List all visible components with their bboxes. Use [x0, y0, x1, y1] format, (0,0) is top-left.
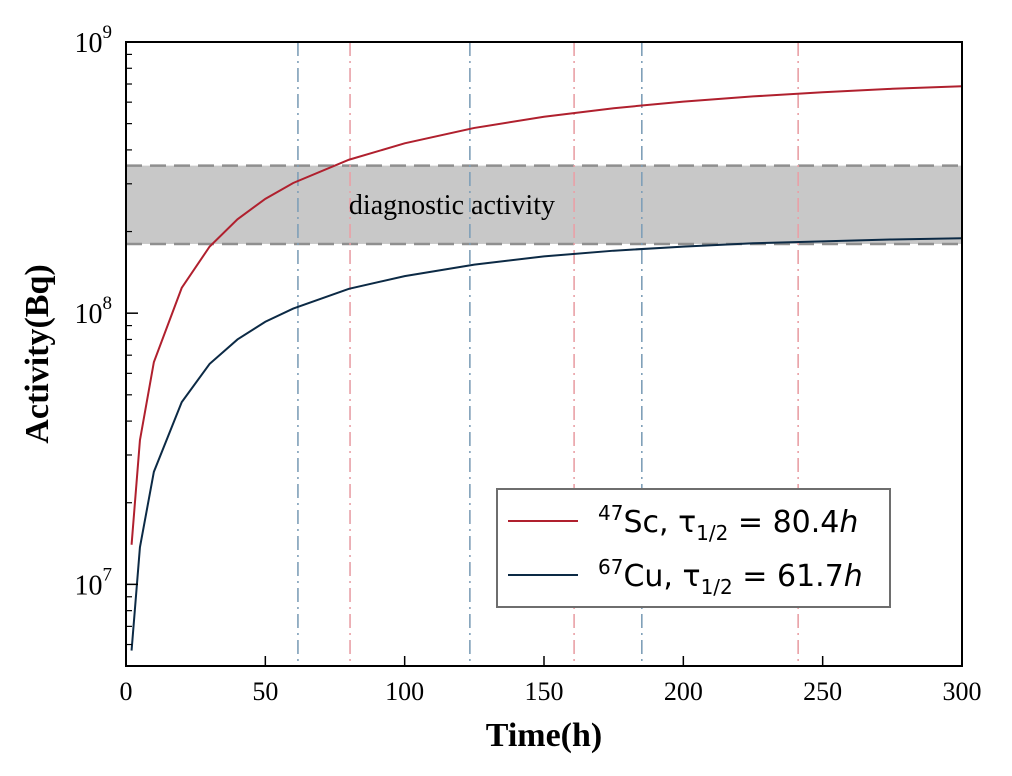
legend-tau: τ: [678, 505, 696, 540]
series-layer: [130, 85, 963, 651]
legend-tau-subscript: 1/2: [701, 575, 733, 599]
x-tick-label: 200: [664, 677, 703, 706]
series-line-sc: [130, 85, 963, 545]
legend-entry-sc: 47Sc, τ1/2 = 80.4h: [598, 501, 858, 545]
legend-tau-subscript: 1/2: [696, 521, 728, 545]
y-tick-label: 109: [75, 22, 113, 59]
legend-box: [496, 488, 891, 608]
legend-equals: =: [738, 505, 763, 540]
legend-space: [763, 505, 773, 540]
legend-tau: τ: [683, 559, 701, 594]
series-line-cu: [130, 237, 963, 651]
band-label: diagnostic activity: [349, 190, 555, 221]
y-tick-exponent: 9: [103, 22, 113, 43]
x-axis-label: Time(h): [486, 717, 602, 754]
legend-half-life: 80.4: [773, 505, 840, 540]
x-tick-label: 300: [943, 677, 982, 706]
legend-entry-cu: 67Cu, τ1/2 = 61.7h: [598, 555, 863, 599]
legend-unit: h: [839, 505, 858, 540]
x-tick-label: 0: [120, 677, 133, 706]
legend-nuclide: Sc: [623, 505, 659, 540]
legend-comma: ,: [659, 505, 678, 540]
y-tick-label: 108: [75, 293, 113, 330]
legend-equals: =: [742, 559, 767, 594]
legend-nuclide: Cu: [623, 559, 663, 594]
diagnostic-band-layer: [126, 164, 962, 246]
legend-mass-number: 67: [598, 555, 623, 579]
legend-space: [733, 559, 743, 594]
legend-mass-number: 47: [598, 501, 623, 525]
y-tick-exponent: 8: [103, 293, 113, 314]
legend-half-life: 61.7: [777, 559, 844, 594]
legend-comma: ,: [663, 559, 682, 594]
x-tick-label: 50: [252, 677, 278, 706]
y-tick-base: 10: [75, 299, 103, 330]
diagnostic-band: [126, 165, 962, 244]
legend-unit: h: [844, 559, 863, 594]
y-axis-label: Activity(Bq): [19, 264, 56, 443]
x-tick-label: 250: [803, 677, 842, 706]
x-tick-label: 150: [525, 677, 564, 706]
y-tick-base: 10: [75, 28, 103, 59]
legend-space: [767, 559, 777, 594]
legend-space: [728, 505, 738, 540]
y-tick-base: 10: [75, 570, 103, 601]
y-tick-label: 107: [75, 564, 113, 601]
y-tick-exponent: 7: [103, 564, 113, 585]
x-tick-label: 100: [385, 677, 424, 706]
